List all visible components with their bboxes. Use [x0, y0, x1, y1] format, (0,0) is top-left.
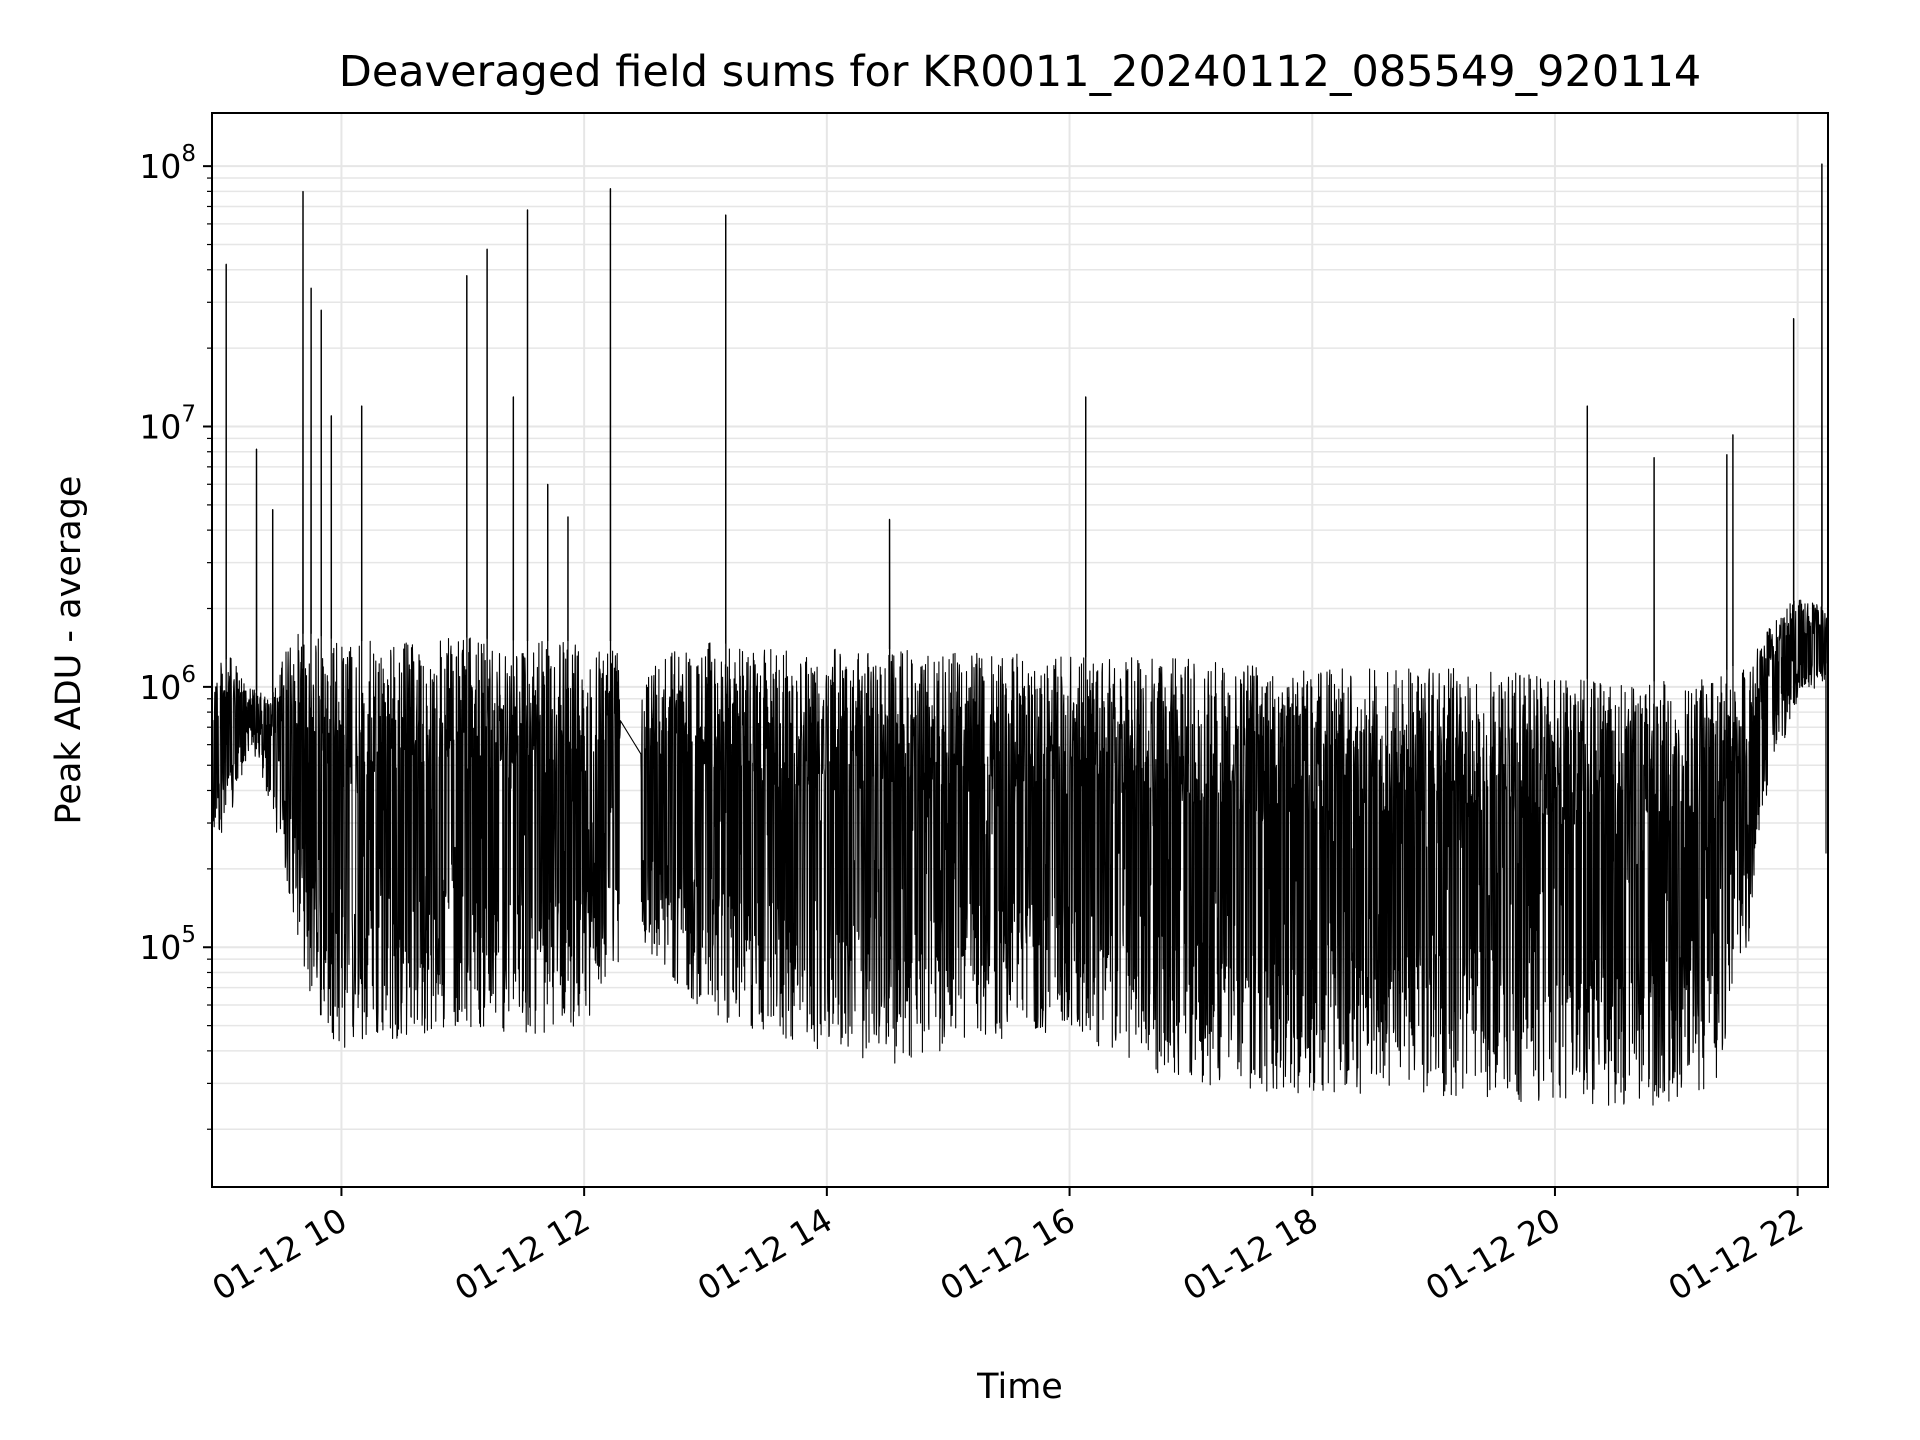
x-axis-label: Time: [976, 1367, 1063, 1407]
y-tick-label: 108: [139, 141, 196, 186]
y-axis: 105 106 107 108: [139, 141, 212, 1130]
y-tick-label: 107: [139, 402, 196, 447]
plot-area: [212, 163, 1828, 1106]
series-layer: [212, 163, 1828, 1106]
axes-frame: [211, 112, 1829, 1188]
y-tick-label: 105: [139, 922, 196, 967]
chart-title: Deaveraged field sums for KR0011_2024011…: [339, 47, 1702, 97]
series-line: [212, 163, 1828, 1106]
y-axis-label: Peak ADU - average: [49, 476, 89, 825]
y-tick-label: 106: [139, 662, 196, 707]
